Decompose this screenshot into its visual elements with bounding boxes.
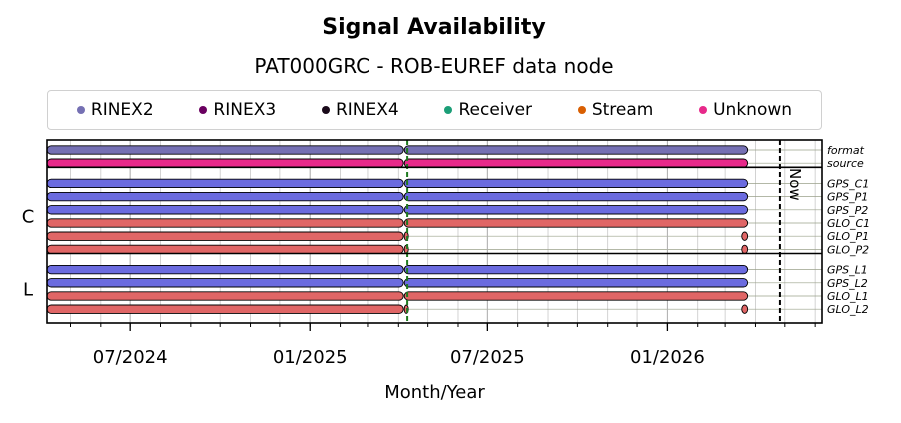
availability-bar <box>46 158 404 168</box>
availability-bar <box>46 145 404 155</box>
row-label: GLO_C1 <box>827 217 870 230</box>
chart-subtitle: PAT000GRC - ROB-EUREF data node <box>254 54 614 78</box>
group-label: L <box>23 279 33 300</box>
legend-marker <box>199 106 208 114</box>
row-label: GPS_P2 <box>827 204 868 217</box>
x-tick-label: 01/2026 <box>630 347 705 368</box>
x-axis-label: Month/Year <box>384 382 485 403</box>
availability-bar <box>403 278 749 288</box>
plot-frame <box>46 139 823 324</box>
legend-marker <box>76 106 85 114</box>
availability-bar <box>403 178 749 189</box>
row-label: GLO_P1 <box>827 230 869 243</box>
legend-label: Unknown <box>713 100 793 120</box>
chart-title: Signal Availability <box>322 15 546 40</box>
availability-bar <box>403 218 749 228</box>
row-label: GPS_L2 <box>827 277 868 290</box>
legend-item: RINEX2 <box>76 100 154 120</box>
row-label: format <box>827 144 865 157</box>
legend-marker <box>321 106 330 114</box>
availability-bar <box>46 218 404 228</box>
row-label: GLO_L2 <box>827 303 869 316</box>
legend-item: RINEX4 <box>321 100 399 120</box>
legend-marker <box>577 106 586 114</box>
chart-legend: RINEX2 RINEX3 RINEX4 Receiver Stream Unknown <box>47 90 822 130</box>
row-label: GPS_L1 <box>827 264 868 277</box>
legend-label: RINEX4 <box>335 100 399 120</box>
legend-label: Stream <box>591 100 654 120</box>
availability-bar <box>46 244 404 255</box>
availability-bar <box>46 264 404 275</box>
row-label: GPS_C1 <box>827 177 869 190</box>
row-label: GLO_L1 <box>827 290 869 303</box>
group-label: C <box>22 206 35 227</box>
row-label: GLO_P2 <box>827 243 869 256</box>
now-label: Now <box>786 168 804 201</box>
availability-bar <box>46 191 404 202</box>
availability-bar <box>46 231 404 241</box>
row-label: GPS_P1 <box>827 191 868 204</box>
legend-item: Receiver <box>444 100 532 120</box>
legend-label: RINEX3 <box>213 100 277 120</box>
legend-label: RINEX2 <box>90 100 154 120</box>
legend-item: RINEX3 <box>199 100 276 120</box>
availability-bar <box>741 231 749 241</box>
availability-bar <box>403 158 749 168</box>
x-tick-label: 01/2025 <box>273 347 348 368</box>
x-tick-label: 07/2025 <box>450 347 525 368</box>
availability-bar <box>403 205 749 215</box>
legend-item: Stream <box>577 100 654 120</box>
row-label: source <box>827 157 864 170</box>
availability-bar <box>46 304 404 314</box>
availability-bar <box>46 205 404 215</box>
availability-bar <box>46 278 404 288</box>
availability-bar <box>403 145 749 155</box>
availability-bar <box>46 291 404 301</box>
legend-item: Unknown <box>699 100 792 120</box>
legend-label: Receiver <box>458 100 533 120</box>
availability-bar <box>403 291 749 301</box>
availability-bar <box>403 264 749 275</box>
availability-bar <box>403 191 749 202</box>
availability-bar <box>741 244 749 255</box>
x-tick-label: 07/2024 <box>93 347 168 368</box>
availability-bar <box>46 178 404 189</box>
availability-bar <box>741 304 749 314</box>
legend-marker <box>699 106 708 114</box>
legend-marker <box>444 106 453 114</box>
